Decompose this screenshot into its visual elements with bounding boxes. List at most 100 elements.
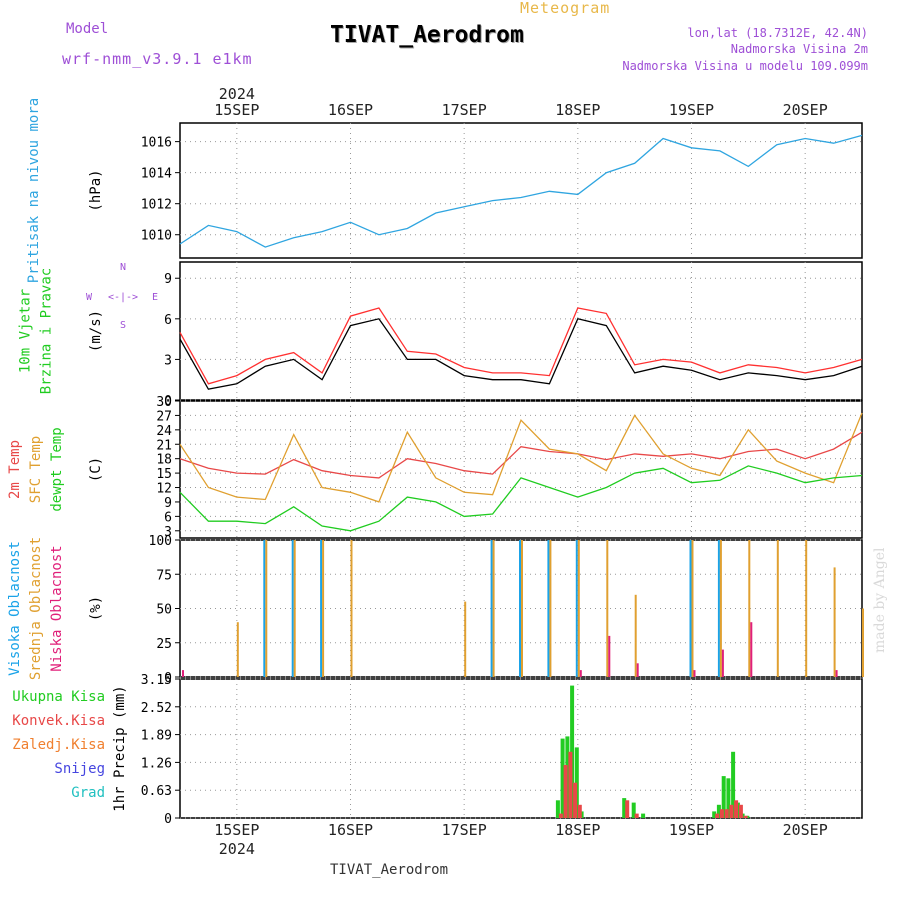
bottom-date-tick: 19SEP [669, 821, 714, 839]
y-tick-label: 3 [164, 525, 172, 540]
series-bar-clouds [750, 622, 753, 677]
series-bar-clouds [719, 540, 722, 677]
top-date-tick: 20SEP [783, 101, 828, 119]
chart-subtitle: Meteogram [520, 0, 611, 17]
series-bar-clouds [606, 540, 609, 677]
series-bar-precipitation [625, 800, 630, 818]
series-bar-precipitation [721, 776, 726, 818]
bottom-date-tick: 17SEP [442, 821, 487, 839]
legend-precipitation: Grad [71, 785, 105, 801]
series-bar-clouds [693, 670, 696, 677]
series-bar-clouds [293, 540, 296, 677]
series-bar-clouds [833, 567, 836, 677]
series-bar-precipitation [719, 809, 724, 818]
footer-station: TIVAT_Aerodrom [330, 862, 449, 878]
series-bar-clouds [691, 540, 694, 677]
y-tick-label: 25 [156, 637, 172, 652]
series-bar-clouds [182, 670, 184, 677]
model-altitude: Nadmorska Visina u modelu 109.099m [622, 59, 868, 73]
legend-precipitation: Ukupna Kisa [12, 689, 105, 705]
series-bar-clouds [236, 622, 239, 677]
series-bar-clouds [492, 540, 495, 677]
panel-frame-pressure [179, 122, 863, 259]
series-bar-precipitation [560, 738, 565, 818]
series-bar-precipitation [715, 813, 720, 818]
top-date-tick: 19SEP [669, 101, 714, 119]
series-bar-precipitation [558, 813, 563, 818]
bottom-date-tick: 20SEP [783, 821, 828, 839]
bottom-year-label: 2024 [219, 840, 255, 858]
legend-precipitation: Konvek.Kisa [12, 713, 105, 729]
series-bar-clouds [521, 540, 523, 677]
legend-precipitation: Zaledj.Kisa [12, 737, 105, 753]
y-tick-label: 27 [156, 409, 172, 424]
bottom-date-tick: 16SEP [328, 821, 373, 839]
y-tick-label: 0 [164, 812, 172, 827]
series-bar-clouds [320, 540, 323, 677]
series-bar-clouds [634, 594, 637, 677]
chart-title: TIVAT_Aerodrom [330, 22, 524, 48]
wind-key-arrows: <-|-> [108, 292, 138, 303]
series-bar-clouds [579, 670, 582, 677]
series-bar-precipitation [573, 782, 578, 818]
series-bar-precipitation [641, 813, 646, 818]
y-tick-label: 9 [164, 496, 172, 511]
series-bar-precipitation [743, 815, 748, 818]
series-bar-clouds [322, 540, 325, 677]
y-tick-label: 9 [164, 272, 172, 287]
series-bar-clouds [519, 540, 521, 677]
panel-frame-precipitation [179, 678, 863, 819]
y-tick-label: 75 [156, 568, 172, 583]
unit-label-precipitation: 1hr Precip (mm) [112, 685, 128, 811]
y-tick-label: 50 [156, 603, 172, 618]
ylabel-clouds: Niska Oblacnost [49, 545, 65, 671]
series-line-temperature [179, 465, 863, 532]
series-bar-precipitation [731, 751, 736, 818]
series-bar-clouds [547, 540, 550, 677]
series-bar-clouds [350, 540, 353, 677]
series-bar-precipitation [716, 804, 721, 818]
series-bar-clouds [636, 663, 639, 677]
series-bar-clouds [291, 540, 294, 677]
y-tick-label: 15 [156, 467, 172, 482]
series-bar-clouds [490, 540, 493, 677]
y-tick-label: 6 [164, 313, 172, 328]
series-line-pressure [179, 134, 863, 248]
wind-key-east: E [152, 292, 158, 303]
series-bar-precipitation [568, 751, 573, 818]
ylabel-clouds: Visoka Oblacnost [7, 541, 23, 676]
series-bar-clouds [805, 540, 808, 677]
ylabel-temperature: 2m Temp [7, 440, 23, 499]
top-date-tick: 15SEP [214, 101, 259, 119]
y-tick-label: 1012 [141, 198, 172, 213]
top-date-tick: 17SEP [442, 101, 487, 119]
series-bar-clouds [689, 540, 692, 677]
wind-key-south: S [120, 320, 126, 331]
unit-label-temperature: (C) [88, 457, 104, 482]
station-altitude: Nadmorska Visina 2m [730, 42, 868, 56]
series-line-wind [179, 318, 863, 390]
series-line-temperature [179, 412, 863, 503]
series-bar-clouds [748, 540, 751, 677]
series-bar-clouds [608, 635, 611, 677]
y-tick-label: 6 [164, 510, 172, 525]
top-date-tick: 16SEP [328, 101, 373, 119]
model-label: Model [66, 21, 109, 37]
series-bar-clouds [577, 540, 580, 677]
y-tick-label: 3.15 [141, 673, 172, 688]
unit-label-wind: (m/s) [88, 310, 104, 352]
series-bar-precipitation [738, 804, 743, 818]
series-bar-precipitation [577, 804, 582, 818]
y-tick-label: 21 [156, 438, 172, 453]
ylabel-wind: 10m Vjetar [18, 289, 34, 373]
y-tick-label: 0 [164, 394, 172, 409]
top-date-tick: 18SEP [555, 101, 600, 119]
ylabel-pressure: Pritisak na nivou mora [26, 98, 42, 283]
series-bar-precipitation [622, 798, 627, 818]
y-tick-label: 18 [156, 453, 172, 468]
y-tick-label: 0 [164, 671, 172, 686]
y-tick-label: 100 [149, 534, 172, 549]
wind-key-north: N [120, 262, 126, 273]
series-bar-clouds [265, 540, 268, 677]
y-tick-label: 2.52 [141, 701, 172, 716]
